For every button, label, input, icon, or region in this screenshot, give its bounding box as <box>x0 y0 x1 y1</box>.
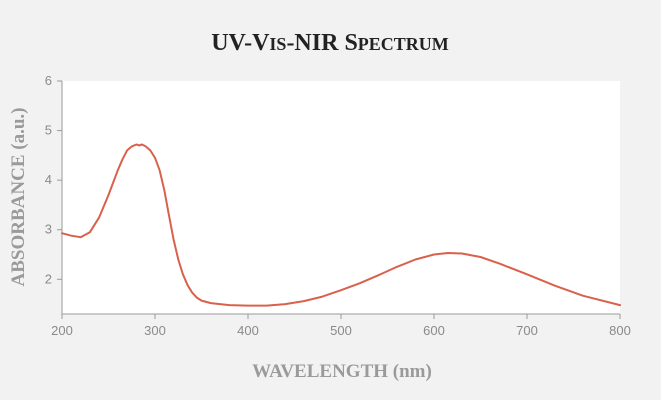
x-tick-label: 200 <box>51 323 73 338</box>
x-tick-label: 500 <box>330 323 352 338</box>
chart-title-part: PECTRUM <box>358 34 449 54</box>
y-axis-label: ABSORBANCE (a.u.) <box>8 108 29 287</box>
x-axis-label: WAVELENGTH (nm) <box>252 361 432 382</box>
y-tick-label: 5 <box>45 123 52 138</box>
x-ticks: 200 300 400 500 600 700 800 <box>51 314 631 338</box>
y-tick-label: 3 <box>45 222 52 237</box>
chart-title-part: S <box>344 30 357 56</box>
chart-title-part: IS <box>269 34 286 54</box>
chart-title: UV-VIS-NIR SPECTRUM <box>211 30 449 56</box>
y-tick-label: 2 <box>45 271 52 286</box>
x-tick-label: 300 <box>144 323 166 338</box>
spectrum-line <box>61 143 621 307</box>
y-tick-label: 4 <box>45 172 52 187</box>
y-ticks: 2 3 4 5 6 <box>45 73 62 286</box>
chart-title-part: -NIR <box>286 30 339 56</box>
x-tick-label: 700 <box>516 323 538 338</box>
y-tick-label: 6 <box>45 73 52 88</box>
x-tick-label: 400 <box>237 323 259 338</box>
chart-title-part: UV-V <box>211 30 270 56</box>
x-tick-label: 600 <box>423 323 445 338</box>
x-tick-label: 800 <box>609 323 631 338</box>
